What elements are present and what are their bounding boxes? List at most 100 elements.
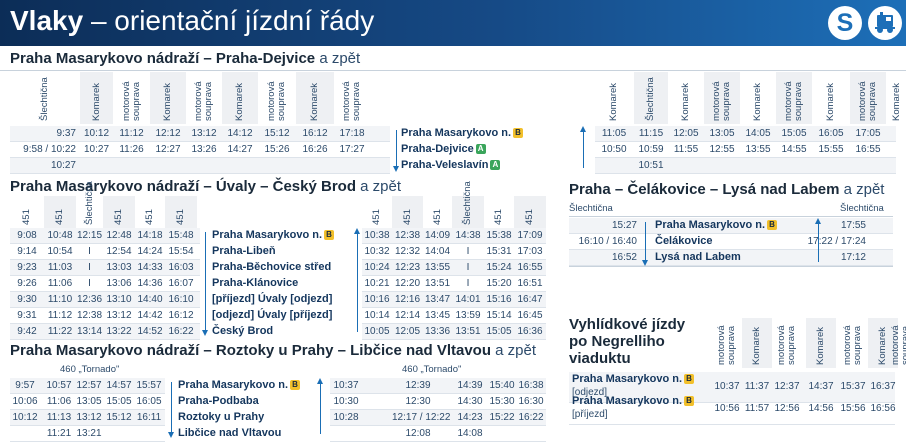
column-header-label: motorová souprava <box>711 81 732 121</box>
column-header-label: motorová souprava <box>193 81 214 121</box>
table-row <box>10 378 165 394</box>
station-label: Praha-Libeň <box>212 245 276 257</box>
column-header-label: Komarek <box>825 82 836 121</box>
arrow-down-icon <box>642 222 648 266</box>
section-title-suffix: a zpět <box>356 178 402 195</box>
arrow-down-icon <box>168 382 174 438</box>
column-header-label: 451 <box>54 209 65 225</box>
time-cell: 14:33 <box>137 262 163 273</box>
table-row <box>362 260 546 276</box>
table-row <box>10 260 200 276</box>
time-cell: 10:50 <box>601 144 627 155</box>
time-cell: 13:36 <box>424 326 451 337</box>
table-row <box>10 158 390 174</box>
time-cell: 12:17 / 12:22 <box>392 412 451 423</box>
time-cell: 12:48 <box>106 230 132 241</box>
column-header-label: motorová souprava <box>842 325 863 365</box>
time-cell: 11:57 <box>744 403 770 414</box>
time-cell: 15:31 <box>486 246 512 257</box>
section-title: viaduktu <box>569 350 631 367</box>
column-header: motorová souprava <box>704 72 740 124</box>
station-name: Praha-Dejvice A <box>401 142 486 157</box>
section-title-text: Praha – Čelákovice – Lysá nad Labem <box>569 181 840 198</box>
time-cell: 11:05 <box>601 128 627 139</box>
time-cell: 16:11 <box>136 412 162 423</box>
table-row <box>10 228 200 244</box>
table-row <box>10 410 165 426</box>
time-cell: 16:55 <box>517 262 543 273</box>
column-header-label: 451 <box>371 209 382 225</box>
column-header-label: Komarek <box>680 82 691 121</box>
time-cell: 10:32 <box>364 246 390 257</box>
station-name: [příjezd] Úvaly [odjezd] <box>212 292 332 307</box>
table-row <box>330 394 546 410</box>
table-row <box>595 142 896 158</box>
time-cell: 10:06 <box>12 396 38 407</box>
time-cell: 10:21 <box>364 278 390 289</box>
time-cell: 12:38 <box>394 230 421 241</box>
divider <box>569 216 893 217</box>
table-row <box>10 142 390 158</box>
column-header: Komarek <box>80 72 113 124</box>
time-cell: 16:47 <box>517 294 543 305</box>
column-header: Šlechtična <box>634 72 668 124</box>
station-name: Libčice nad Vltavou <box>178 426 281 441</box>
column-header-label: 451 <box>113 209 124 225</box>
time-cell: 14:30 <box>457 396 483 407</box>
time-cell: 12:30 <box>405 396 431 407</box>
station-label: Praha-Veleslavín <box>401 159 489 171</box>
column-header: Komarek <box>595 72 633 124</box>
table-row <box>569 372 895 403</box>
column-header-label: motorová souprava <box>266 81 287 121</box>
column-header: Komarek <box>150 72 186 124</box>
column-header-label: motorová souprava <box>341 81 362 121</box>
time-cell: 14:05 <box>745 128 771 139</box>
time-cell: 16:26 <box>302 144 328 155</box>
time-cell: 10:57 <box>46 380 72 391</box>
column-header-label: motorová souprava <box>783 81 804 121</box>
time-cell: 12:16 <box>394 294 421 305</box>
column-header: 451 <box>103 196 135 228</box>
column-header-label: 451 <box>144 209 155 225</box>
s-train-logo-icon: S <box>828 6 862 40</box>
time-cell: 14:18 <box>137 230 163 241</box>
station-label: Český Brod <box>212 325 274 337</box>
column-header: 451 <box>135 196 165 228</box>
time-cell: 12:12 <box>155 128 181 139</box>
arrow-up-icon <box>354 228 360 332</box>
column-header: motorová souprava <box>772 318 802 368</box>
time-cell: 9:57 <box>15 380 35 391</box>
time-cell: 11:26 <box>119 144 144 155</box>
time-cell: 15:54 <box>168 246 194 257</box>
section-title: Praha Masarykovo nádraží – Praha-Dejvice… <box>10 50 360 67</box>
time-cell: 16:30 <box>518 396 544 407</box>
time-cell: 12:57 <box>76 380 102 391</box>
time-cell: 13:06 <box>106 278 132 289</box>
station-label: Čelákovice <box>655 235 713 247</box>
station-label: Praha Masarykovo n. <box>401 127 512 139</box>
time-cell: 9:26 <box>17 278 37 289</box>
time-cell: 11:37 <box>744 381 770 392</box>
time-cell: I <box>88 278 91 289</box>
station-label: Praha-Dejvice <box>401 143 474 155</box>
time-cell: 12:20 <box>394 278 421 289</box>
time-cell: 10:28 <box>333 412 359 423</box>
time-cell: 11:03 <box>47 262 73 273</box>
time-cell: 16:22 <box>518 412 544 423</box>
column-header: motorová souprava <box>776 72 812 124</box>
time-cell: 11:06 <box>47 278 73 289</box>
column-header-label: Komarek <box>309 82 320 121</box>
time-cell: 15:30 <box>489 396 515 407</box>
time-cell: 17:55 <box>840 220 866 231</box>
station-label: Lysá nad Labem <box>655 251 741 263</box>
time-cell: 11:21 <box>46 428 72 439</box>
time-cell: 15:26 <box>264 144 290 155</box>
time-cell: 12:27 <box>155 144 181 155</box>
time-cell: 12:37 <box>774 381 800 392</box>
column-header: Komarek <box>812 72 850 124</box>
time-cell: 17:27 <box>339 144 365 155</box>
time-cell: 9:58 / 10:22 <box>23 144 76 155</box>
time-cell: 12:15 <box>76 230 103 241</box>
time-cell: 12:38 <box>76 310 103 321</box>
arrow-up-icon <box>580 126 586 168</box>
